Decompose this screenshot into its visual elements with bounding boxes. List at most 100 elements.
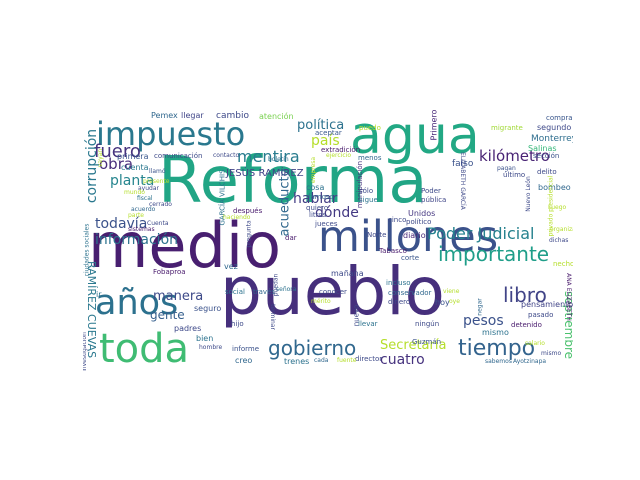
word: contacto xyxy=(213,152,240,159)
word: Fobaproa xyxy=(153,268,186,276)
word: Unidos xyxy=(408,209,436,218)
word: sólo xyxy=(359,187,374,195)
word: viene xyxy=(443,288,460,295)
word: delito xyxy=(537,168,557,176)
word: Luego xyxy=(548,204,567,211)
word: padres xyxy=(174,324,202,333)
word: fiscal xyxy=(137,195,153,202)
word: necho xyxy=(553,260,573,268)
word: hoy xyxy=(435,298,450,307)
word: sabemos xyxy=(485,358,512,365)
word: terminar xyxy=(268,304,276,330)
word: quiero xyxy=(306,204,329,212)
word: después xyxy=(233,207,263,215)
word: bien xyxy=(196,334,214,343)
word: ningún xyxy=(415,320,440,328)
word: tiempo xyxy=(458,336,536,361)
word: toda xyxy=(99,326,190,371)
word: cerrado xyxy=(149,201,172,208)
word: privado presidencial xyxy=(547,175,555,237)
word: menos xyxy=(358,154,382,162)
word: presente xyxy=(143,178,170,185)
word: dónde xyxy=(315,205,359,221)
word: mañana xyxy=(331,269,364,278)
word: señora xyxy=(276,286,297,293)
word: planta xyxy=(110,173,155,189)
word: dar xyxy=(285,234,297,242)
word: JESÚS RAMÍREZ xyxy=(226,168,304,179)
word: millones xyxy=(318,212,499,262)
word: cuatro xyxy=(380,352,425,368)
word: incluso xyxy=(386,279,411,287)
word: mismo xyxy=(482,328,509,337)
word: Guzmán xyxy=(412,338,442,346)
word: atención xyxy=(259,112,294,121)
word: segundo xyxy=(537,123,572,132)
word: investigación xyxy=(83,332,88,371)
word: salario xyxy=(525,340,545,347)
word: primera xyxy=(117,152,149,161)
word: empresa xyxy=(310,156,318,184)
word: sistemas xyxy=(128,226,155,233)
word: cambio xyxy=(216,111,249,121)
word: litros xyxy=(309,211,327,219)
word: boletín xyxy=(268,156,289,163)
word: vayan xyxy=(97,148,105,168)
word: todavía xyxy=(95,216,148,232)
word: Secretaría xyxy=(380,338,447,353)
word-cloud: Reforma medio pueblo agua millones impue… xyxy=(83,109,573,371)
word: bombeo xyxy=(538,183,571,192)
word: negar xyxy=(476,298,484,316)
word: país xyxy=(311,133,340,149)
word: través xyxy=(253,288,276,296)
word: Ayotzinapa xyxy=(513,358,547,365)
word: cosa xyxy=(306,183,325,192)
word: corte xyxy=(401,254,420,262)
word: acuerdo xyxy=(131,206,156,213)
word: conservador xyxy=(388,289,432,297)
word: mérito xyxy=(311,298,331,305)
word: famoso xyxy=(308,193,334,201)
word: informe xyxy=(232,345,260,353)
word: vez xyxy=(224,262,238,271)
word: seguro xyxy=(194,304,222,313)
word: Reforma xyxy=(158,144,428,218)
word: político xyxy=(406,218,432,226)
word: extradición xyxy=(321,146,361,154)
word: ir xyxy=(96,290,102,299)
word: Primero xyxy=(429,109,439,141)
word: fuente xyxy=(337,357,357,364)
word: cada xyxy=(314,357,329,364)
word: jueces xyxy=(315,220,338,228)
word: pagan xyxy=(497,165,516,172)
word: Poder Judicial xyxy=(427,224,535,243)
word: información xyxy=(95,232,179,248)
word: pregunta xyxy=(245,220,253,248)
word: Norte xyxy=(367,231,387,239)
word: ayudar xyxy=(138,185,159,192)
word: política xyxy=(297,118,345,133)
word: diario xyxy=(403,231,426,240)
word: libro xyxy=(503,283,547,307)
word: comunicación xyxy=(154,152,203,160)
word: gente xyxy=(150,308,185,322)
word: compra xyxy=(546,114,573,122)
word: puedo xyxy=(359,124,381,132)
word: ciudades sociales xyxy=(83,223,91,277)
word: agua xyxy=(350,109,480,166)
word: falso xyxy=(452,159,474,169)
word: Poder xyxy=(421,187,441,195)
word: conocer xyxy=(319,288,347,296)
word: detenido xyxy=(511,321,542,329)
word: nuevo xyxy=(352,304,361,327)
word: puedan xyxy=(272,273,280,297)
word: parte xyxy=(128,212,144,219)
word: manera xyxy=(153,289,204,304)
word: kilómetro xyxy=(479,147,550,165)
word: trenes xyxy=(284,357,310,366)
word: importante xyxy=(438,242,550,266)
word: mundo xyxy=(124,189,145,196)
word: mentira xyxy=(237,147,300,166)
word: años xyxy=(95,283,179,323)
word: gobierno xyxy=(268,336,357,360)
